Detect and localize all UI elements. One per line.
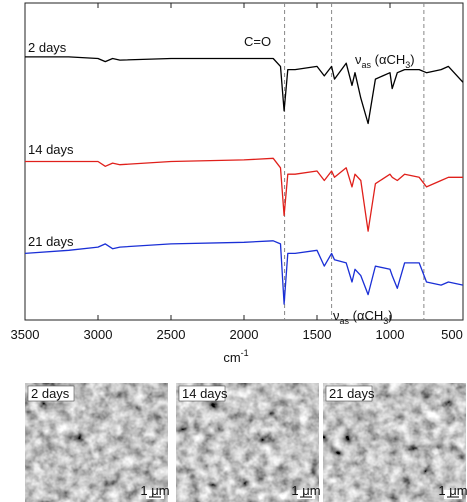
- x-axis-label-part: -1: [241, 348, 249, 358]
- annotation-part: (αCH: [371, 52, 405, 67]
- x-axis-label: cm-1: [223, 348, 248, 365]
- panel-label: 21 days: [329, 386, 375, 401]
- x-tick-label: 3000: [84, 327, 113, 342]
- annotation: C=O: [244, 34, 271, 49]
- sem-texture: [176, 383, 319, 502]
- sem-panel: 21 days 1 μm: [323, 383, 467, 502]
- annotation-part: as: [362, 60, 372, 70]
- x-tick-label: 1000: [376, 327, 405, 342]
- annotation: νas (αCH3): [355, 52, 415, 70]
- panel-label: 14 days: [182, 386, 228, 401]
- series-label: 21 days: [28, 234, 74, 249]
- annotation-part: ν: [355, 52, 362, 67]
- annotation-part: 3: [383, 316, 388, 326]
- x-tick-label: 2500: [157, 327, 186, 342]
- spectrum-line: [24, 240, 464, 305]
- spectrum-line: [25, 157, 463, 232]
- sem-texture: [323, 383, 466, 502]
- annotation-part: 3: [405, 60, 410, 70]
- x-tick-label: 2000: [230, 327, 259, 342]
- x-axis-label-part: cm: [223, 350, 240, 365]
- annotation-part: (αCH: [349, 308, 383, 323]
- series-label: 14 days: [28, 142, 74, 157]
- annotation: νas (αCH3): [333, 308, 393, 326]
- panel-label-box: [27, 385, 75, 402]
- scale-bar-label: 1 μm: [438, 483, 467, 498]
- annotation-part: as: [340, 316, 350, 326]
- x-tick-label: 3500: [11, 327, 40, 342]
- annotation-part: ): [410, 52, 414, 67]
- annotation-part: C=O: [244, 34, 271, 49]
- panel-label-box: [325, 385, 373, 402]
- sem-texture: [25, 383, 168, 502]
- x-tick-label: 1500: [303, 327, 332, 342]
- scale-bar-box: [146, 490, 164, 499]
- series-label: 2 days: [28, 40, 67, 55]
- x-tick-label: 500: [441, 327, 463, 342]
- spectrum-line: [25, 56, 464, 125]
- sem-panel: 2 days 1 μm: [25, 383, 170, 502]
- scale-bar-label: 1 μm: [291, 483, 320, 498]
- scale-bar-label: 1 μm: [140, 483, 169, 498]
- panel-label: 2 days: [31, 386, 70, 401]
- scale-bar-box: [297, 490, 315, 499]
- sem-panel: 14 days 1 μm: [176, 383, 321, 502]
- panel-label-box: [178, 385, 226, 402]
- scale-bar-box: [444, 490, 462, 499]
- annotation-part: ): [388, 308, 392, 323]
- annotation-part: ν: [333, 308, 340, 323]
